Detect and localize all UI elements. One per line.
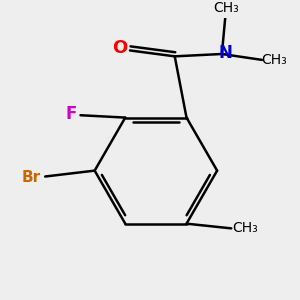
Text: CH₃: CH₃	[232, 221, 258, 236]
Text: O: O	[112, 39, 127, 57]
Text: CH₃: CH₃	[214, 1, 239, 15]
Text: Br: Br	[22, 170, 40, 185]
Text: N: N	[218, 44, 232, 62]
Text: CH₃: CH₃	[261, 53, 286, 67]
Text: F: F	[65, 105, 77, 123]
